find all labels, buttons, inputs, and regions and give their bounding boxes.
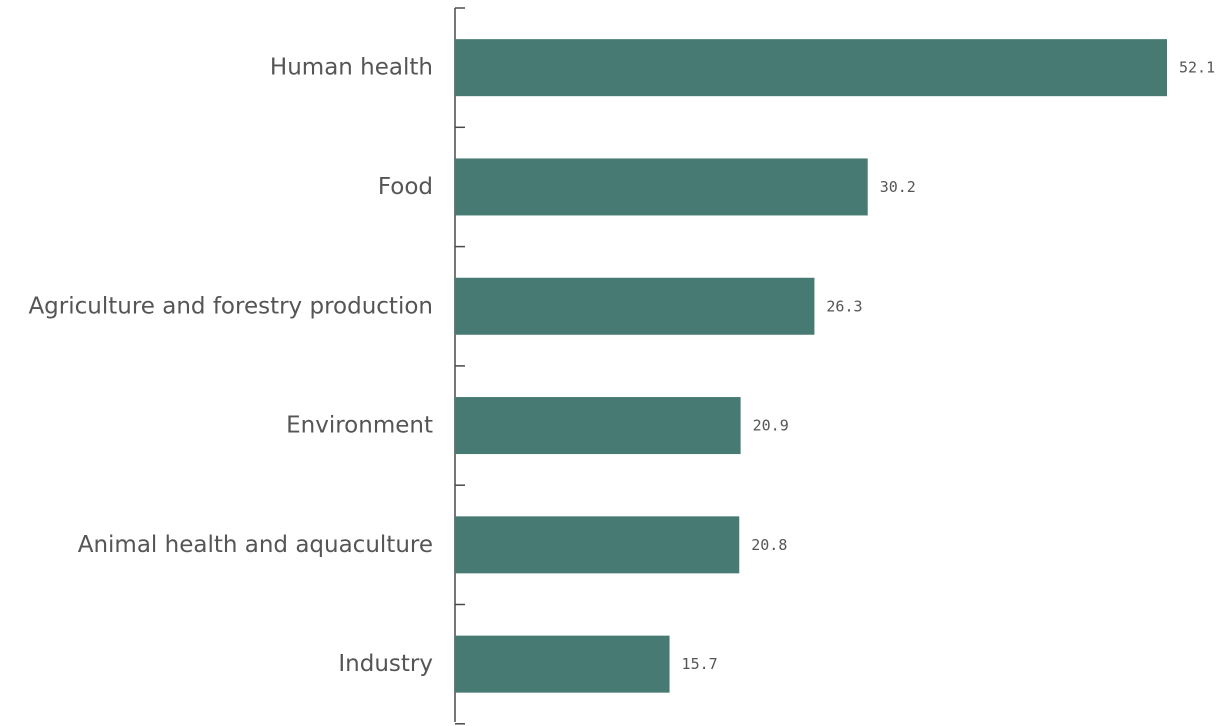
- value-label: 26.3: [826, 297, 862, 315]
- bar: [455, 39, 1167, 96]
- value-labels: 52.1 30.2 26.3 20.9 20.8 15.7: [682, 59, 1216, 674]
- category-label: Environment: [286, 413, 433, 439]
- value-label: 20.9: [753, 417, 789, 435]
- bars: [455, 39, 1167, 693]
- value-label: 52.1: [1179, 59, 1215, 77]
- bar: [455, 516, 739, 573]
- bar: [455, 278, 814, 335]
- category-label: Agriculture and forestry production: [28, 293, 433, 319]
- bar: [455, 397, 741, 454]
- category-label: Animal health and aquaculture: [78, 532, 433, 558]
- y-axis-ticks: [455, 8, 465, 724]
- bar: [455, 636, 670, 693]
- category-label: Food: [378, 174, 433, 200]
- value-label: 30.2: [880, 178, 916, 196]
- category-label: Human health: [270, 55, 433, 81]
- value-label: 15.7: [682, 655, 718, 673]
- bar: [455, 158, 868, 215]
- value-label: 20.8: [751, 536, 787, 554]
- category-label: Industry: [338, 651, 433, 677]
- category-labels: Human health Food Agriculture and forestry…: [28, 55, 433, 678]
